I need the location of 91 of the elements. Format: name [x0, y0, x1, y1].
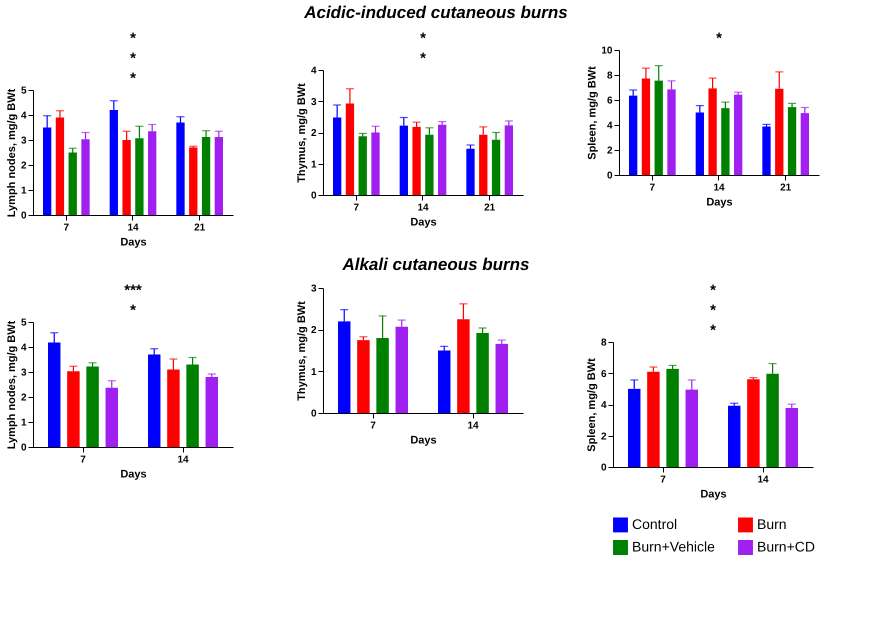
x-tick-label: 14 — [713, 182, 725, 194]
y-tick-label: 8 — [606, 70, 613, 82]
bar — [786, 408, 798, 467]
y-tick-label: 2 — [20, 392, 27, 404]
x-tick-label: 21 — [194, 222, 206, 234]
y-axis-title: Lymph nodes, mg/g BWt — [6, 320, 18, 450]
chart-title: Alkali cutaneous burns — [341, 254, 531, 276]
y-tick-label: 4 — [606, 120, 613, 132]
y-tick-label: 3 — [20, 136, 27, 146]
chart-title: Acidic-induced cutaneous burns — [303, 2, 569, 24]
legend-label: Control — [632, 516, 678, 532]
bar — [357, 340, 370, 413]
text: * — [130, 70, 136, 87]
y-axis-title: Spleen, mg/g BWt — [586, 358, 598, 452]
bar — [504, 125, 513, 195]
bar — [67, 371, 80, 447]
y-tick-label: 2 — [310, 128, 317, 139]
y-axis-title: Lymph nodes, mg/g BWt — [6, 88, 18, 218]
y-tick-label: 8 — [600, 338, 607, 348]
text: * — [130, 302, 136, 319]
x-tick-label: 7 — [354, 202, 360, 214]
bar — [412, 126, 421, 195]
x-axis-title: Days — [410, 434, 437, 446]
legend-label: Burn+CD — [757, 538, 815, 554]
y-tick-label: 0 — [606, 170, 613, 182]
y-tick-label: 2 — [20, 160, 27, 172]
y-tick-label: 4 — [310, 66, 317, 76]
legend-label: Burn — [757, 516, 787, 532]
y-tick-label: 3 — [20, 368, 27, 378]
x-tick-label: 7 — [64, 222, 70, 234]
x-tick-label: 14 — [127, 222, 139, 234]
y-tick-label: 5 — [20, 318, 27, 328]
y-tick-label: 1 — [310, 159, 317, 170]
y-tick-label: 4 — [600, 400, 607, 411]
y-tick-label: 0 — [20, 442, 27, 454]
y-axis-title: Thymus, mg/g BWt — [296, 300, 308, 401]
x-axis-title: Days — [410, 216, 437, 228]
y-tick-label: 0 — [600, 462, 607, 474]
x-tick-label: 21 — [484, 202, 496, 214]
x-tick-label: 21 — [780, 182, 792, 194]
text: * — [420, 50, 426, 67]
x-axis-title: Days — [120, 468, 147, 480]
y-tick-label: 0 — [310, 408, 317, 420]
x-tick-label: 14 — [177, 454, 189, 466]
x-tick-label: 7 — [650, 182, 656, 194]
y-tick-label: 3 — [310, 284, 317, 294]
y-tick-label: 2 — [600, 431, 607, 442]
text: * — [716, 30, 722, 47]
x-axis-title: Days — [706, 196, 733, 208]
x-tick-label: 7 — [370, 420, 376, 432]
x-axis-title: Days — [120, 236, 147, 248]
y-tick-label: 0 — [310, 190, 317, 202]
y-tick-label: 6 — [606, 96, 613, 106]
text: * — [130, 30, 136, 47]
legend-label: Burn+Vehicle — [632, 538, 716, 554]
y-tick-label: 10 — [601, 46, 613, 56]
x-axis-title: Days — [700, 488, 727, 500]
x-tick-label: 14 — [467, 420, 479, 432]
y-tick-label: 1 — [310, 366, 317, 378]
y-tick-label: 1 — [20, 186, 27, 196]
bar — [438, 350, 450, 413]
text: * — [710, 322, 716, 339]
bar — [206, 377, 218, 447]
y-axis-title: Thymus, mg/g BWt — [296, 82, 308, 183]
y-tick-label: 6 — [600, 368, 607, 380]
x-tick-label: 14 — [757, 474, 769, 486]
x-tick-label: 7 — [660, 474, 666, 486]
y-axis-title: Spleen, mg/g BWt — [586, 66, 598, 160]
bar — [68, 152, 77, 215]
bar — [86, 366, 99, 447]
bar — [466, 148, 475, 195]
bar — [647, 372, 660, 467]
bar — [438, 124, 446, 195]
y-tick-label: 4 — [20, 110, 27, 122]
text: * — [710, 282, 716, 299]
text: *** — [124, 282, 142, 299]
x-tick-label: 7 — [80, 454, 86, 466]
y-tick-label: 0 — [20, 210, 27, 222]
y-tick-label: 3 — [310, 96, 317, 108]
text: * — [420, 30, 426, 47]
y-tick-label: 4 — [20, 342, 27, 354]
y-tick-label: 5 — [20, 86, 27, 96]
bar — [666, 368, 679, 467]
text: * — [130, 50, 136, 67]
text: * — [710, 302, 716, 319]
bar — [788, 107, 796, 175]
y-tick-label: 2 — [310, 325, 317, 336]
x-tick-label: 14 — [417, 202, 429, 214]
y-tick-label: 2 — [606, 146, 613, 156]
bar — [496, 344, 508, 413]
y-tick-label: 1 — [20, 418, 27, 428]
